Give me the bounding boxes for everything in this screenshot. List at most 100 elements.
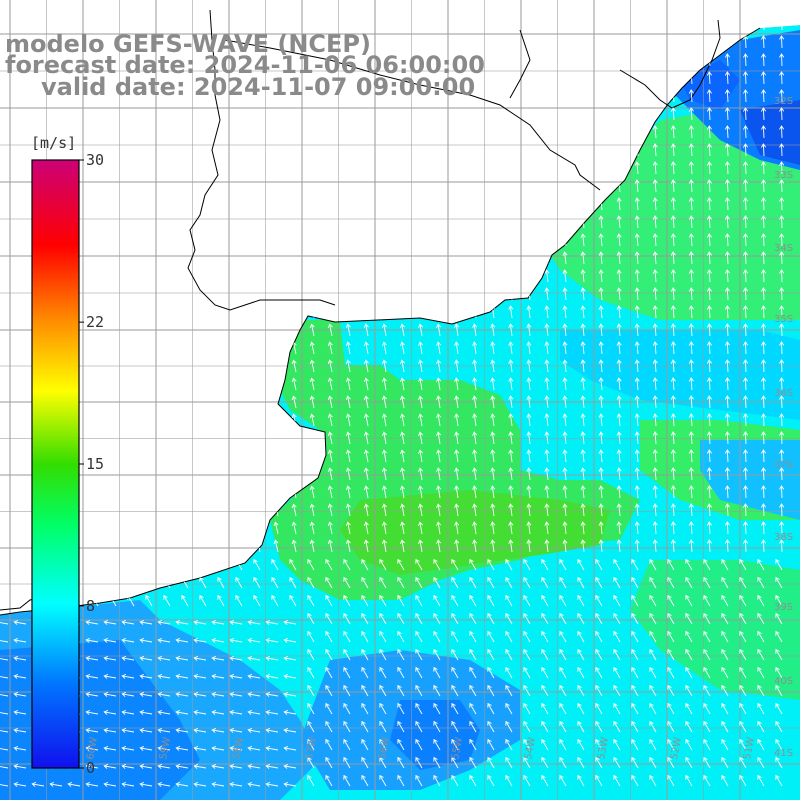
wind-arrow-head xyxy=(779,467,785,472)
wind-arrow-head xyxy=(724,197,730,202)
wind-arrow xyxy=(775,613,783,625)
wind-arrow xyxy=(176,765,189,769)
wind-arrow xyxy=(762,107,765,121)
wind-arrow xyxy=(762,341,765,355)
wind-arrow-head xyxy=(363,431,369,437)
wind-arrow-head xyxy=(381,521,387,527)
wind-arrow xyxy=(528,522,531,535)
wind-arrow xyxy=(721,775,729,787)
wind-arrow xyxy=(235,577,243,589)
wind-arrow-head xyxy=(616,287,622,292)
wind-arrow xyxy=(383,522,387,535)
wind-arrow-head xyxy=(721,648,726,654)
wind-arrow xyxy=(781,287,783,301)
wind-arrow xyxy=(685,703,693,715)
wind-arrow xyxy=(654,179,657,193)
wind-arrow xyxy=(613,559,621,571)
wind-arrow-head xyxy=(283,673,289,679)
wind-arrow-head xyxy=(544,521,550,526)
wind-arrow xyxy=(775,577,783,589)
wind-arrow xyxy=(618,540,621,553)
wind-arrow-head xyxy=(562,431,568,436)
wind-arrow xyxy=(631,775,639,787)
wind-arrow xyxy=(491,360,495,373)
wind-arrow xyxy=(284,621,297,625)
wind-arrow-head xyxy=(307,702,312,708)
wind-arrow xyxy=(708,125,711,139)
wind-arrow-head xyxy=(703,612,708,618)
wind-arrow xyxy=(176,657,189,661)
wind-arrow xyxy=(726,503,729,517)
wind-arrow-head xyxy=(580,539,586,544)
wind-arrow-head xyxy=(670,215,676,220)
wind-arrow-head xyxy=(327,377,333,383)
wind-arrow-head xyxy=(724,143,730,148)
wind-arrow-head xyxy=(721,720,726,726)
wind-arrow-head xyxy=(779,377,785,382)
wind-arrow-head xyxy=(291,503,297,509)
wind-arrow-head xyxy=(703,702,708,708)
wind-arrow-head xyxy=(399,377,405,383)
wind-arrow-head xyxy=(327,467,333,473)
wind-arrow xyxy=(564,414,567,427)
wind-arrow-head xyxy=(436,539,442,544)
wind-arrow-head xyxy=(451,774,456,780)
wind-arrow-head xyxy=(562,413,568,418)
wind-arrow xyxy=(600,540,603,553)
wind-arrow-head xyxy=(743,197,749,202)
wind-arrow-head xyxy=(157,709,163,715)
wind-arrow-head xyxy=(418,431,424,437)
wind-arrow xyxy=(559,685,567,697)
wind-arrow xyxy=(325,559,333,571)
wind-arrow-head xyxy=(706,107,712,112)
wind-arrow xyxy=(491,342,495,355)
wind-arrow xyxy=(618,252,621,265)
wind-arrow-head xyxy=(613,594,618,600)
wind-arrow-head xyxy=(706,269,712,274)
wind-arrow xyxy=(781,341,783,355)
wind-arrow xyxy=(726,161,729,175)
wind-arrow-head xyxy=(616,539,622,544)
wind-arrow xyxy=(703,613,711,625)
wind-arrow xyxy=(311,378,315,391)
wind-arrow-head xyxy=(379,558,384,564)
wind-arrow xyxy=(266,621,279,625)
wind-arrow xyxy=(690,287,693,301)
wind-arrow-head xyxy=(652,161,658,166)
wind-arrow-head xyxy=(706,395,712,400)
wind-arrow-head xyxy=(670,197,676,202)
wind-arrow-head xyxy=(363,377,369,383)
wind-arrow-head xyxy=(271,558,276,564)
wind-arrow-head xyxy=(616,395,622,400)
wind-arrow-head xyxy=(743,377,749,382)
wind-arrow xyxy=(523,757,531,769)
wind-arrow-head xyxy=(381,503,387,509)
wind-arrow xyxy=(401,378,405,391)
wind-arrow xyxy=(14,783,27,787)
wind-arrow-head xyxy=(433,648,438,654)
longitude-labels: 60W 59W 58W 57W 56W 55W 54W 53W 52W 51W xyxy=(85,736,757,760)
wind-arrow xyxy=(473,324,477,337)
wind-arrow xyxy=(672,125,675,139)
wind-arrow-head xyxy=(523,648,528,654)
wind-arrow xyxy=(361,757,369,769)
wind-arrow xyxy=(397,613,405,625)
wind-arrow-head xyxy=(724,431,730,436)
wind-arrow xyxy=(703,559,711,571)
wind-arrow xyxy=(523,685,531,697)
wind-arrow-head xyxy=(541,702,546,708)
wind-arrow xyxy=(781,449,783,463)
wind-arrow-head xyxy=(327,449,333,455)
wind-arrow xyxy=(365,324,369,337)
wind-arrow xyxy=(721,757,729,769)
wind-arrow xyxy=(654,215,657,229)
wind-arrow xyxy=(762,395,765,409)
colorbar-tick-label: 0 xyxy=(86,759,95,777)
wind-arrow xyxy=(690,233,693,247)
wind-arrow-head xyxy=(526,539,532,544)
wind-arrow xyxy=(762,161,765,175)
wind-arrow-head xyxy=(526,503,532,508)
wind-arrow-head xyxy=(775,684,780,690)
wind-arrow-head xyxy=(613,648,618,654)
wind-arrow-head xyxy=(688,269,694,274)
